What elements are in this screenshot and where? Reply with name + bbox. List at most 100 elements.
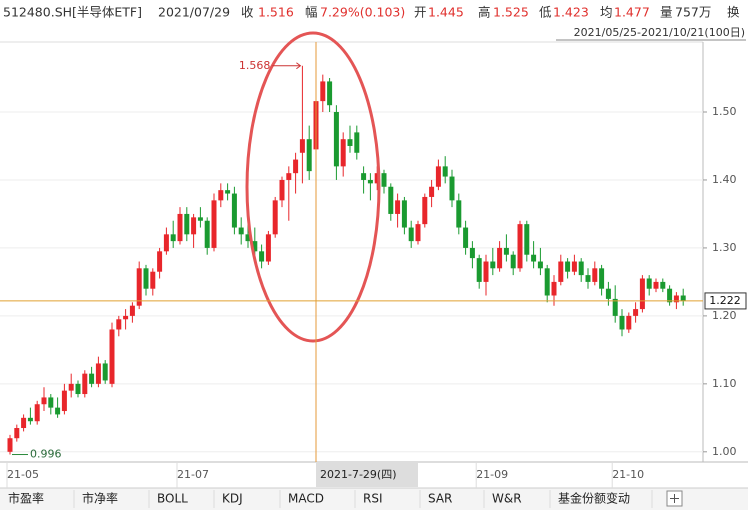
candle-body	[123, 315, 129, 320]
candle-body	[510, 254, 516, 269]
candle-body	[21, 417, 27, 429]
candle-body	[633, 309, 639, 316]
candle-body	[272, 200, 278, 235]
label: 均	[600, 5, 613, 20]
candle-body	[286, 173, 292, 180]
candle-body	[116, 319, 122, 330]
candle-body	[680, 295, 686, 301]
candle-body	[476, 258, 482, 282]
candle-body	[27, 417, 33, 422]
max-label: 1.568	[239, 59, 271, 72]
candle-body	[143, 268, 149, 289]
candle-body	[89, 373, 95, 384]
candle-body	[68, 383, 74, 391]
tab[interactable]: KDJ	[222, 492, 243, 506]
candle-body	[517, 224, 523, 269]
y-tick-label: 1.50	[712, 105, 737, 118]
candle-body	[333, 112, 339, 167]
value: 7.29%(0.103)	[320, 5, 405, 20]
candle-body	[497, 247, 503, 269]
candle-body	[605, 288, 611, 299]
label: 幅	[305, 5, 318, 20]
candle-body	[612, 298, 618, 316]
candle-body	[184, 213, 190, 235]
candle-body	[463, 227, 469, 248]
tab[interactable]: BOLL	[157, 492, 188, 506]
crosshair-price-box	[704, 292, 747, 310]
y-tick-label: 1.30	[712, 241, 737, 254]
candle-body	[218, 190, 224, 201]
tab[interactable]: 市净率	[82, 491, 118, 506]
candle-body	[551, 281, 557, 296]
tab[interactable]: 基金份额变动	[558, 491, 630, 506]
tab[interactable]: SAR	[428, 492, 452, 506]
candle-body	[585, 275, 591, 282]
candle-body	[279, 179, 285, 201]
candle-body	[170, 234, 176, 242]
crosshair-date-box	[316, 463, 418, 487]
candle-body	[660, 281, 666, 289]
value: 1.445	[428, 5, 464, 20]
date-range[interactable]: 2021/05/25-2021/10/21(100日)	[574, 26, 745, 39]
candle-body	[449, 176, 455, 201]
candle-body	[469, 247, 475, 259]
candle-body	[327, 81, 333, 106]
candle-body	[340, 139, 346, 167]
candle-body	[238, 227, 244, 235]
candle-body	[483, 261, 489, 282]
x-tick-label: 21-07	[177, 468, 209, 481]
candle-body	[456, 200, 462, 228]
candle-body	[395, 200, 401, 214]
candle-body	[558, 261, 564, 282]
label: 换	[727, 5, 740, 20]
value: 757万	[675, 5, 711, 20]
y-tick-label: 1.20	[712, 309, 737, 322]
candle-body	[252, 241, 258, 252]
candle-body	[435, 166, 441, 187]
candle-body	[531, 254, 537, 262]
candle-body	[361, 173, 367, 180]
candle-body	[578, 261, 584, 276]
candle-body	[75, 383, 81, 395]
candle-body	[524, 224, 530, 255]
candle-body	[245, 234, 251, 242]
candle-body	[503, 247, 509, 255]
value: 1.525	[493, 5, 529, 20]
candle-body	[429, 186, 435, 197]
tab[interactable]: W&R	[492, 492, 522, 506]
candle-body	[163, 234, 169, 252]
candle-body	[102, 363, 108, 381]
candle-body	[109, 329, 115, 384]
candle-body	[306, 139, 312, 172]
candle-body	[408, 227, 414, 242]
highlight-ellipse	[245, 31, 381, 343]
tab[interactable]: MACD	[288, 492, 324, 506]
candle-body	[422, 196, 428, 225]
candle-body	[204, 220, 210, 248]
max-arrow	[296, 62, 302, 70]
candle-body	[619, 315, 625, 330]
y-tick-label: 1.40	[712, 173, 737, 186]
candle-body	[150, 271, 156, 289]
candle-body	[259, 251, 265, 262]
candle-body	[157, 251, 163, 272]
candle-body	[293, 159, 299, 174]
candle-body	[136, 268, 142, 306]
candle-body	[320, 81, 326, 102]
candle-body	[626, 315, 632, 330]
candle-body	[565, 261, 571, 272]
tab[interactable]: RSI	[363, 492, 383, 506]
candle-body	[367, 179, 373, 184]
tab[interactable]: 市盈率	[8, 491, 44, 506]
candle-body	[415, 224, 421, 242]
code: 512480.SH[半导体ETF]	[3, 5, 142, 20]
candle-body	[673, 295, 679, 303]
candle-body	[225, 190, 231, 194]
candle-body	[646, 278, 652, 289]
candle-body	[211, 200, 217, 248]
candle-body	[442, 166, 448, 177]
candle-body	[7, 438, 13, 452]
candle-body	[82, 373, 88, 395]
candle-body	[544, 268, 550, 296]
